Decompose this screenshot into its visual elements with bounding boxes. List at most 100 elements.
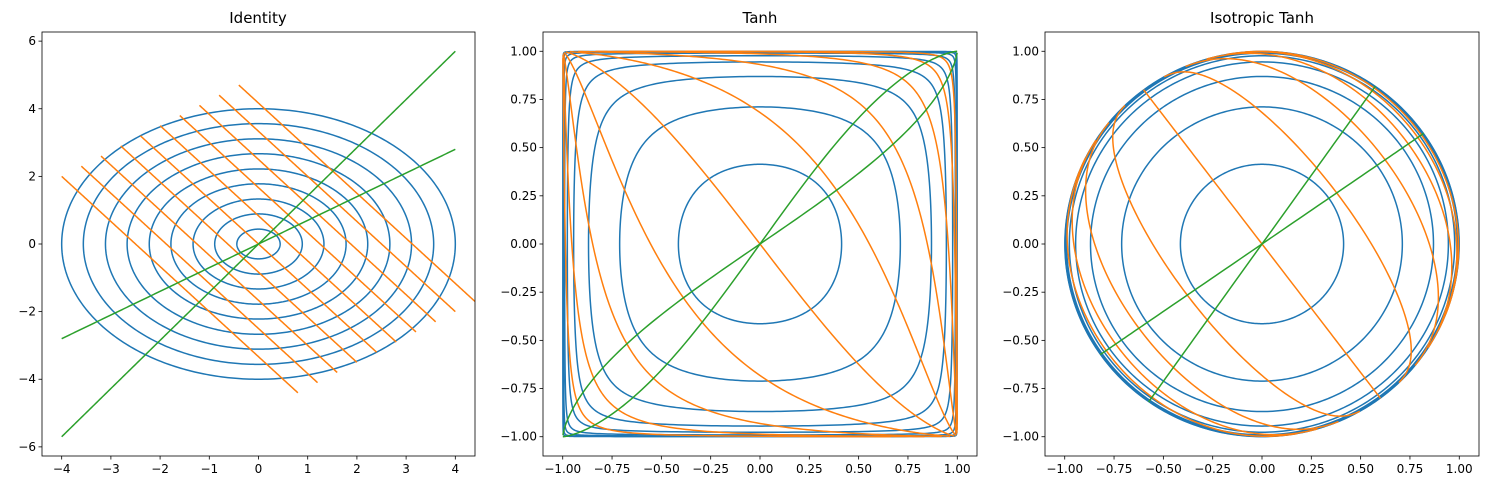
ellipse-curve: [1064, 50, 1460, 438]
y-tick-label: 0.00: [1012, 237, 1039, 251]
x-tick-label: −1: [200, 462, 218, 476]
x-tick-label: −0.75: [1096, 462, 1133, 476]
y-tick-label: −4: [18, 372, 36, 386]
x-tick-label: −2: [151, 462, 169, 476]
y-tick-label: 1.00: [1012, 44, 1039, 58]
chart-title: Identity: [229, 9, 287, 27]
diagonal-segment: [562, 52, 943, 438]
ellipse-curve: [82, 122, 435, 366]
x-tick-label: 1: [304, 462, 312, 476]
x-tick-label: −0.75: [594, 462, 631, 476]
x-tick-label: −1.00: [1046, 462, 1083, 476]
ellipse-curve: [148, 168, 369, 320]
ellipse-curve: [1120, 106, 1404, 382]
diagonal-segment: [685, 50, 958, 425]
diagonal-segment: [1071, 139, 1318, 436]
y-tick-label: −0.75: [1002, 382, 1039, 396]
x-tick-label: 4: [451, 462, 459, 476]
y-tick-label: 0.75: [1012, 92, 1039, 106]
plot-area: [1064, 50, 1460, 438]
ellipse-curve: [236, 228, 281, 260]
y-tick-label: −0.50: [500, 333, 537, 347]
y-tick-label: 2: [28, 169, 36, 183]
diagonal-segment: [569, 50, 957, 437]
y-tick-label: −2: [18, 305, 36, 319]
ellipse-curve: [60, 108, 457, 380]
ellipse-curve: [1074, 61, 1450, 427]
x-tick-label: −0.25: [1194, 462, 1231, 476]
x-tick-label: −0.50: [1145, 462, 1182, 476]
x-tick-label: −3: [102, 462, 120, 476]
chart-tanh: Tanh −1.00 −0.75 −0.50 −0.25 0.00 0.25 0.50 0.7…: [500, 9, 978, 476]
diagonal-segment: [562, 57, 891, 438]
y-tick-label: −1.00: [1002, 430, 1039, 444]
line-through-origin: [562, 52, 958, 436]
x-tick-label: −4: [53, 462, 71, 476]
y-tick-label: 0: [28, 237, 36, 251]
ellipse-curve: [104, 138, 413, 350]
diagonal-segment: [1185, 57, 1440, 366]
diagonal-segment: [61, 175, 299, 394]
diagonal-segment: [238, 84, 475, 303]
y-tick-label: 0.25: [1012, 189, 1039, 203]
line-through-origin: [1099, 132, 1425, 356]
y-tick-label: −6: [18, 440, 36, 454]
x-tick-label: 0: [255, 462, 263, 476]
y-tick-label: −0.25: [1002, 285, 1039, 299]
x-tick-label: −0.25: [692, 462, 729, 476]
y-tick-label: 6: [28, 34, 36, 48]
x-tick-label: 0.25: [1298, 462, 1325, 476]
x-tick-label: 0.00: [747, 462, 774, 476]
diagonal-segment: [179, 114, 417, 333]
plot-area: [562, 50, 958, 438]
ellipse-curve: [1089, 75, 1435, 413]
x-tick-label: −0.50: [643, 462, 680, 476]
x-tick-label: 0.75: [895, 462, 922, 476]
diagonal-segment: [198, 104, 437, 323]
y-tick-label: −0.50: [1002, 333, 1039, 347]
y-tick-label: −0.75: [500, 382, 537, 396]
diagonal-segment: [218, 94, 456, 313]
diagonal-segment: [1066, 157, 1298, 438]
x-tick-label: 0.25: [796, 462, 823, 476]
ellipse-curve: [677, 163, 843, 325]
x-tick-label: 0.50: [1347, 462, 1374, 476]
y-tick-label: 0.75: [510, 92, 537, 106]
diagonal-segment: [1084, 122, 1339, 431]
ellipse-curve: [572, 61, 948, 427]
x-tick-label: 2: [353, 462, 361, 476]
diagonal-segment: [577, 50, 958, 436]
ellipse-curve: [1179, 163, 1345, 325]
x-tick-label: 1.00: [1446, 462, 1473, 476]
y-tick-label: 0.25: [510, 189, 537, 203]
line-through-origin: [61, 148, 456, 340]
y-tick-label: −1.00: [500, 430, 537, 444]
ellipse-curve: [587, 75, 933, 413]
ellipse-curve: [126, 152, 391, 336]
ellipse-curve: [170, 183, 347, 305]
diagonal-segment: [1112, 104, 1361, 417]
ellipse-curve: [566, 55, 954, 433]
y-tick-label: −0.25: [500, 285, 537, 299]
diagonal-segment: [562, 54, 925, 438]
y-tick-label: 0.50: [1012, 141, 1039, 155]
diagonal-segment: [1163, 71, 1412, 384]
plot-area: [60, 50, 475, 438]
diagonal-segment: [1245, 50, 1460, 314]
x-tick-label: 0.00: [1249, 462, 1276, 476]
diagonal-segment: [1226, 50, 1458, 331]
y-tick-label: 1.00: [510, 44, 537, 58]
x-tick-label: 0.50: [845, 462, 872, 476]
y-tick-label: 4: [28, 102, 36, 116]
chart-title: Tanh: [742, 9, 778, 27]
diagonal-segment: [100, 155, 338, 374]
y-tick-label: 0.50: [510, 141, 537, 155]
x-tick-label: −1.00: [544, 462, 581, 476]
diagonal-segment: [563, 51, 951, 438]
y-tick-label: 0.00: [510, 237, 537, 251]
chart-isotropic-tanh: Isotropic Tanh −1.00 −0.75 −0.50 −0.25 0.00 0…: [1002, 9, 1480, 476]
ellipse-curve: [618, 106, 902, 382]
x-tick-label: 1.00: [944, 462, 971, 476]
x-tick-label: 0.75: [1397, 462, 1424, 476]
